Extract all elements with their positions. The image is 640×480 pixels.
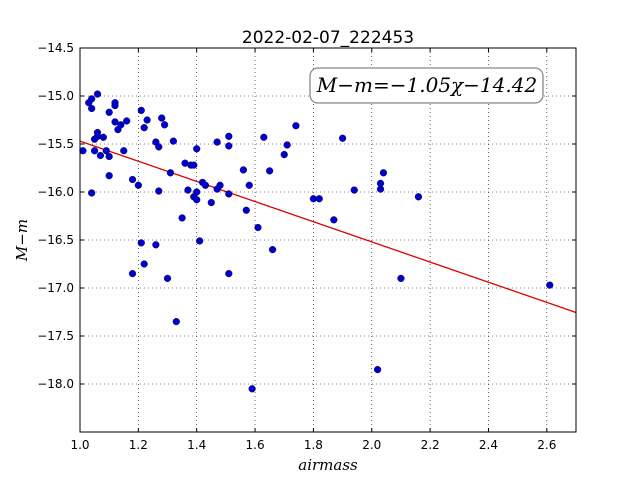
data-point <box>379 169 388 177</box>
data-point <box>134 181 142 189</box>
y-tick-label: −16.0 <box>37 185 74 199</box>
data-point <box>123 117 131 125</box>
data-point <box>216 181 224 189</box>
data-point <box>178 214 186 222</box>
data-point <box>88 104 96 113</box>
data-point <box>163 274 172 283</box>
data-point <box>117 121 125 129</box>
y-tick-label: −15.5 <box>37 137 74 151</box>
x-tick-label: 1.0 <box>70 438 89 452</box>
x-axis-label: airmass <box>298 456 358 474</box>
data-point <box>88 189 96 197</box>
grid <box>79 47 576 432</box>
y-tick-label: −14.5 <box>37 41 74 55</box>
data-point <box>207 198 215 207</box>
y-axis-ticks: −14.5 −15.0 −15.5 −16.0 −16.5 −17.0 −17.5 −18.0 <box>37 41 576 391</box>
fit-equation: M−m=−1.05χ−14.42 <box>316 73 537 97</box>
data-point <box>315 195 323 203</box>
data-point <box>350 186 358 194</box>
data-point <box>111 99 119 107</box>
data-point <box>330 216 338 224</box>
data-point <box>172 318 180 326</box>
data-point <box>254 223 262 232</box>
data-point <box>152 241 160 249</box>
data-point <box>201 181 210 189</box>
data-point <box>102 147 110 155</box>
data-point <box>155 187 163 195</box>
data-point <box>193 188 201 196</box>
x-tick-label: 2.4 <box>479 438 498 452</box>
data-point <box>105 108 113 116</box>
data-point <box>169 137 177 145</box>
data-point <box>225 142 233 150</box>
data-points <box>79 90 554 393</box>
data-point <box>292 122 300 130</box>
data-point <box>225 270 233 278</box>
data-point <box>155 143 163 151</box>
data-point <box>196 237 204 245</box>
data-point <box>213 138 221 146</box>
x-tick-label: 1.6 <box>246 438 265 452</box>
fit-line-group <box>79 140 577 314</box>
y-axis-label: M−m <box>13 219 31 262</box>
data-point <box>143 116 151 124</box>
data-point <box>137 106 145 115</box>
data-point <box>193 145 201 153</box>
x-tick-label: 2.6 <box>537 438 556 452</box>
x-tick-label: 1.2 <box>129 438 148 452</box>
data-point <box>88 95 96 103</box>
data-point <box>338 134 347 142</box>
y-tick-label: −16.5 <box>37 233 74 247</box>
data-point <box>158 114 166 122</box>
data-point <box>105 152 113 161</box>
data-point <box>128 175 137 184</box>
data-point <box>140 260 148 268</box>
data-point <box>225 190 233 198</box>
data-point <box>374 366 382 374</box>
data-point <box>140 124 148 132</box>
data-point <box>93 90 102 98</box>
data-point <box>120 147 128 155</box>
data-point <box>260 133 268 141</box>
annotation-box: M−m=−1.05χ−14.42 <box>309 67 544 104</box>
data-point <box>105 172 113 180</box>
x-tick-label: 2.0 <box>362 438 381 452</box>
x-tick-label: 1.4 <box>187 438 206 452</box>
chart-title: 2022-02-07_222453 <box>242 28 414 48</box>
data-point <box>268 246 277 254</box>
data-point <box>280 150 288 159</box>
data-point <box>161 121 169 129</box>
y-tick-label: −18.0 <box>37 377 74 391</box>
data-point <box>128 270 137 278</box>
data-point <box>546 281 554 289</box>
x-axis-ticks: 1.0 1.2 1.4 1.6 1.8 2.0 2.2 2.4 2.6 <box>70 48 556 452</box>
y-tick-label: −17.0 <box>37 281 74 295</box>
data-point <box>397 274 405 283</box>
data-point <box>283 141 291 149</box>
data-point <box>242 206 250 214</box>
data-point <box>239 166 247 174</box>
y-tick-label: −17.5 <box>37 329 74 343</box>
data-point <box>137 239 145 247</box>
data-point <box>248 385 256 393</box>
data-point <box>96 151 105 160</box>
x-tick-label: 1.8 <box>304 438 323 452</box>
data-point <box>90 147 99 155</box>
data-point <box>184 186 192 194</box>
data-point <box>79 147 87 155</box>
data-point <box>111 118 119 126</box>
data-point <box>266 167 274 175</box>
data-point <box>414 193 423 201</box>
fit-line <box>79 140 577 314</box>
data-point <box>99 133 107 141</box>
x-tick-label: 2.2 <box>421 438 440 452</box>
data-point <box>245 181 253 189</box>
y-tick-label: −15.0 <box>37 89 74 103</box>
data-point <box>376 179 385 187</box>
data-point <box>225 132 233 140</box>
data-point <box>193 196 201 204</box>
data-point <box>190 161 198 169</box>
data-point <box>166 169 175 177</box>
